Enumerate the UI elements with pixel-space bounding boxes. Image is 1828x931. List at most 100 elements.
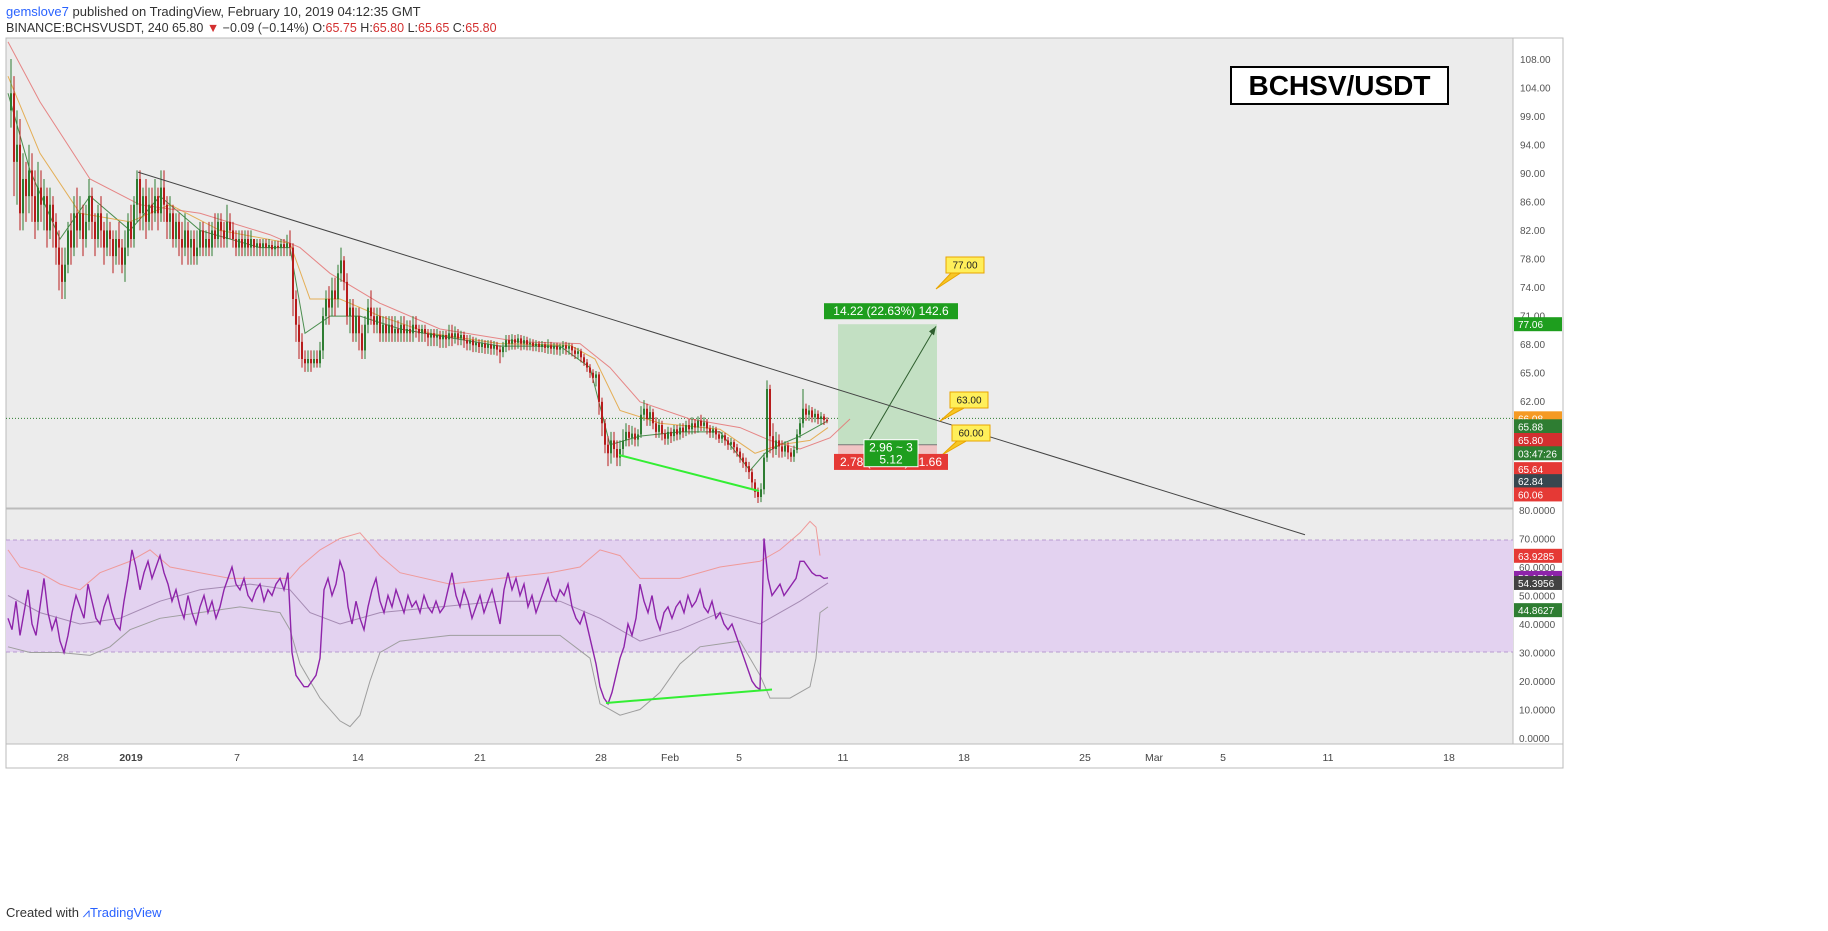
candle-body xyxy=(139,179,141,214)
price-tick-label: 68.00 xyxy=(1520,340,1545,351)
candle xyxy=(265,239,267,257)
candle-body xyxy=(436,335,438,338)
last-price: 65.80 xyxy=(172,21,204,35)
candle xyxy=(655,417,657,438)
candle-body xyxy=(337,273,339,299)
candle-body xyxy=(148,204,150,222)
candle xyxy=(235,230,237,257)
candle-body xyxy=(172,213,174,239)
candle-body xyxy=(655,423,657,432)
candle xyxy=(292,243,294,317)
candle-body xyxy=(661,425,663,434)
candle-body xyxy=(112,239,114,257)
candle xyxy=(214,213,216,248)
chart-title: BCHSV/USDT xyxy=(1248,70,1430,101)
candle-body xyxy=(181,239,183,248)
candle xyxy=(61,247,63,299)
price-divergence-line[interactable] xyxy=(618,454,760,492)
symbol-label: BINANCE:BCHSVUSDT, 240 xyxy=(6,21,169,35)
candle-body xyxy=(196,247,198,257)
candle-body xyxy=(532,342,534,347)
rsi-tick-label: 10.0000 xyxy=(1519,706,1556,717)
candle xyxy=(697,416,699,433)
candle xyxy=(190,230,192,265)
close-value: 65.80 xyxy=(465,21,497,35)
low-value: 65.65 xyxy=(418,21,450,35)
candle xyxy=(283,239,285,257)
candle xyxy=(715,426,717,440)
candle-body xyxy=(439,335,441,340)
candle xyxy=(511,334,513,350)
candle-body xyxy=(526,340,528,345)
candle-body xyxy=(331,290,333,308)
rsi-tick-label: 50.0000 xyxy=(1519,592,1556,603)
candle-body xyxy=(793,449,795,457)
price-axis-label-text: 65.80 xyxy=(1518,436,1543,447)
candle-body xyxy=(352,307,354,334)
candle xyxy=(361,324,363,359)
time-scale[interactable] xyxy=(5,743,1564,769)
candle xyxy=(382,316,384,342)
candle-body xyxy=(556,346,558,350)
price-pane[interactable] xyxy=(5,37,1514,509)
author-link[interactable]: gemslove7 xyxy=(6,4,69,19)
candle-body xyxy=(229,221,231,231)
candle-body xyxy=(103,230,105,248)
candle-body xyxy=(691,423,693,430)
candle-body xyxy=(379,316,381,334)
candle xyxy=(208,221,210,257)
callout-text: 63.00 xyxy=(956,396,981,407)
candle-body xyxy=(109,230,111,239)
candle-body xyxy=(718,434,720,439)
time-tick-label: 11 xyxy=(1323,752,1334,764)
candle-body xyxy=(52,204,54,222)
tradingview-logo-icon[interactable]: ⩘ xyxy=(82,905,90,920)
rsi-divergence-line[interactable] xyxy=(605,688,773,704)
candle-body xyxy=(643,408,645,415)
candle-body xyxy=(94,221,96,239)
candle xyxy=(16,110,18,205)
candle-body xyxy=(736,447,738,452)
candle xyxy=(64,247,66,299)
candle xyxy=(592,369,594,383)
price-callout[interactable]: 60.00 xyxy=(941,424,991,456)
candle xyxy=(259,239,261,257)
candle-body xyxy=(613,440,615,449)
candle-body xyxy=(445,335,447,340)
trendline[interactable] xyxy=(137,171,1306,536)
candle-body xyxy=(703,422,705,426)
candle-body xyxy=(481,343,483,347)
price-callout[interactable]: 77.00 xyxy=(935,256,985,290)
candle xyxy=(640,406,642,438)
price-callout[interactable]: 63.00 xyxy=(939,391,989,422)
candle-body xyxy=(577,351,579,354)
candle-body xyxy=(637,434,639,440)
candle-body xyxy=(649,412,651,419)
candle-body xyxy=(67,230,69,265)
candle xyxy=(313,350,315,368)
candle-body xyxy=(385,324,387,334)
candle-body xyxy=(334,290,336,299)
candle xyxy=(187,221,189,265)
candle-body xyxy=(493,345,495,349)
candle-body xyxy=(739,451,741,458)
candle-body xyxy=(727,440,729,445)
candle-body xyxy=(310,359,312,364)
candle xyxy=(223,221,225,248)
candle xyxy=(598,371,600,415)
candle xyxy=(205,230,207,257)
candle-body xyxy=(64,264,66,282)
candle xyxy=(244,230,246,257)
candle-body xyxy=(796,434,798,450)
candle xyxy=(562,341,564,354)
candle xyxy=(574,347,576,359)
candle xyxy=(802,389,804,428)
candle-body xyxy=(37,187,39,222)
candle-body xyxy=(184,230,186,248)
price-tick-label: 99.00 xyxy=(1520,112,1545,123)
candle-body xyxy=(667,431,669,439)
rsi-axis-label-text: 44.8627 xyxy=(1518,606,1555,617)
profit-zone[interactable] xyxy=(838,324,937,445)
tradingview-link[interactable]: TradingView xyxy=(89,905,162,920)
